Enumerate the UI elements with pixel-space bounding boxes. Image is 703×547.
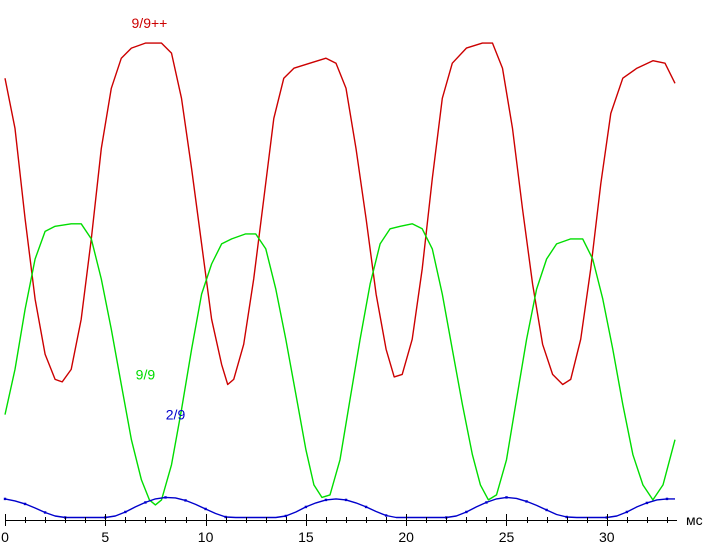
- series-label-1: 9/9++: [132, 15, 168, 31]
- x-axis-unit-label: мс: [686, 512, 703, 528]
- series-point: [605, 516, 608, 519]
- series-point: [665, 497, 669, 501]
- x-tick-label: 5: [101, 529, 109, 545]
- series-point: [224, 515, 227, 519]
- series-point: [3, 497, 7, 501]
- x-ticks: 0 5 10 15 20 25 30: [1, 514, 668, 545]
- series-point: [525, 500, 528, 503]
- series-line-3: [4, 496, 675, 519]
- series-line-1: [4, 42, 676, 386]
- series-labels: 9/9++ 9/9 2/9: [132, 15, 186, 423]
- series-point: [184, 499, 187, 502]
- series-label-3: 2/9: [166, 407, 186, 423]
- series-layer: [3, 42, 676, 519]
- series-point: [485, 501, 488, 504]
- x-tick-label: 15: [298, 529, 314, 545]
- series-point: [164, 496, 167, 499]
- series-point: [645, 501, 649, 505]
- series-point: [23, 502, 27, 506]
- series-point: [364, 505, 368, 509]
- series-point: [545, 508, 548, 512]
- series-point: [465, 510, 468, 514]
- series-line-2: [4, 223, 676, 506]
- x-tick-label: 25: [499, 529, 515, 545]
- series-point: [324, 498, 328, 502]
- series-point: [625, 510, 629, 514]
- series-point: [384, 514, 388, 517]
- x-tick-label: 0: [1, 529, 9, 545]
- x-tick-label: 10: [198, 529, 214, 545]
- series-point: [284, 514, 288, 518]
- x-tick-label: 30: [599, 529, 615, 545]
- series-point: [204, 507, 207, 511]
- series-point: [43, 511, 47, 514]
- series-point: [344, 498, 348, 502]
- series-point: [144, 501, 147, 504]
- series-label-2: 9/9: [136, 366, 156, 382]
- series-point: [505, 496, 508, 499]
- series-point: [304, 505, 308, 509]
- x-tick-label: 20: [398, 529, 414, 545]
- series-point: [565, 515, 568, 519]
- series-point: [124, 510, 127, 514]
